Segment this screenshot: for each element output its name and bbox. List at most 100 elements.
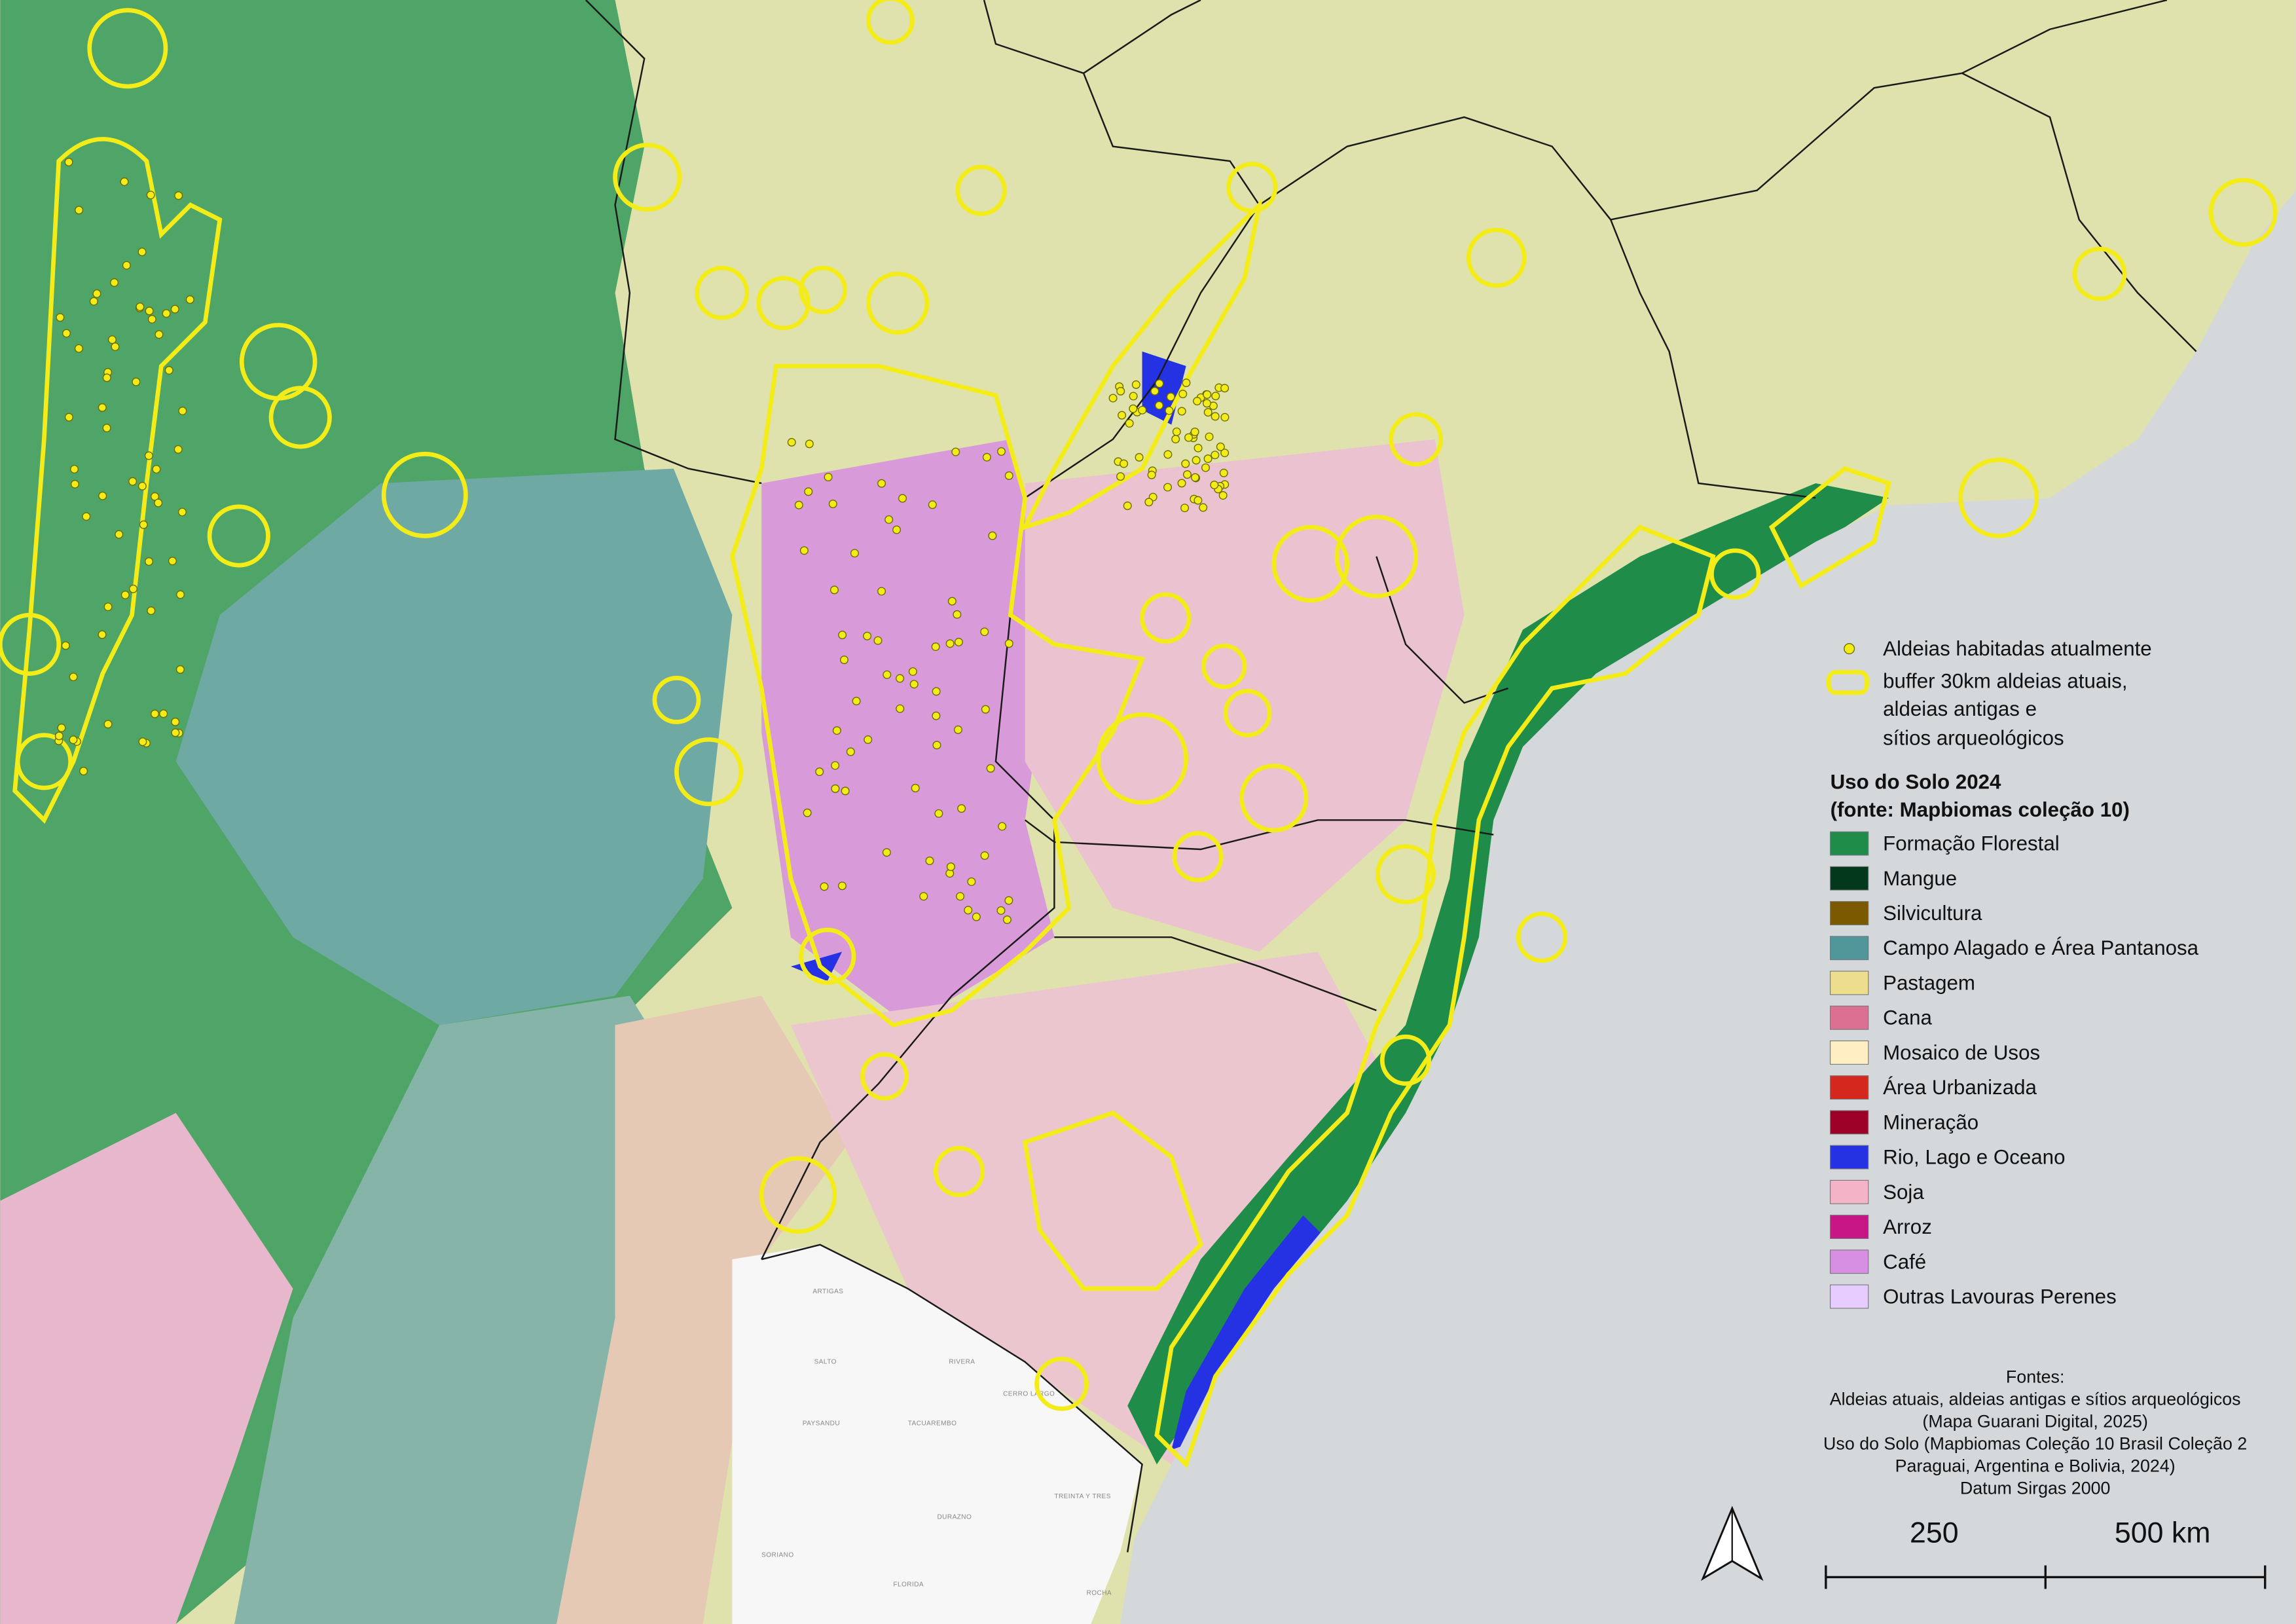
village-point	[951, 447, 960, 456]
village-point	[967, 877, 976, 886]
village-point	[1182, 470, 1192, 479]
village-point	[1150, 386, 1159, 396]
village-point	[1211, 451, 1220, 460]
village-point	[1004, 639, 1013, 648]
atlantic-forest	[1127, 483, 1889, 1465]
village-point	[64, 158, 73, 166]
village-point	[54, 731, 64, 741]
village-point	[882, 848, 891, 857]
village-point	[839, 655, 848, 665]
legend-points-label: Aldeias habitadas atualmente	[1883, 637, 2152, 660]
village-point	[128, 477, 137, 486]
basemap-labels: ARTIGAS SALTO RIVERA PAYSANDU TACUAREMBO CERR…	[761, 1288, 1112, 1597]
village-point	[1205, 432, 1214, 441]
basemap-label: ROCHA	[1087, 1590, 1112, 1597]
village-point	[70, 464, 79, 473]
village-point	[883, 670, 892, 679]
soy-west	[0, 1113, 293, 1624]
village-point	[1004, 471, 1013, 480]
village-point	[1147, 470, 1156, 479]
village-point	[932, 687, 941, 696]
village-point	[110, 278, 119, 287]
buffer-area	[1154, 525, 1716, 1469]
village-point	[1177, 479, 1186, 488]
village-point	[178, 406, 187, 415]
village-point	[1219, 468, 1228, 477]
north-arrow	[1700, 1505, 1764, 1581]
village-point	[981, 705, 990, 714]
village-point	[1172, 427, 1181, 436]
village-point	[805, 439, 814, 449]
legend-item-label: Arroz	[1883, 1215, 1932, 1238]
buffer-ring	[1201, 643, 1247, 690]
village-point	[174, 191, 183, 200]
buffer-ring	[1271, 525, 1349, 603]
village-point	[70, 479, 79, 489]
village-point	[841, 786, 850, 796]
mosaic-south	[556, 995, 850, 1624]
buffer-ring	[1034, 1356, 1089, 1411]
legend-swatch	[1830, 970, 1869, 995]
legend-swatch	[1830, 1040, 1869, 1065]
village-point	[919, 892, 928, 901]
village-point	[69, 735, 78, 745]
village-point	[1123, 501, 1132, 510]
buffer-ring	[695, 265, 750, 320]
village-point	[934, 809, 943, 818]
buffer-ring	[1376, 844, 1436, 904]
legend-swatch	[1830, 901, 1869, 925]
village-point	[1120, 459, 1129, 468]
buffer-ring	[207, 504, 270, 568]
legend: Aldeias habitadas atualmente buffer 30km…	[1827, 637, 2199, 1309]
village-point	[1135, 452, 1144, 462]
village-point	[98, 491, 107, 500]
village-point	[1171, 435, 1180, 444]
village-point	[1155, 379, 1164, 388]
soy-center	[1025, 439, 1465, 952]
village-point	[168, 557, 177, 566]
ocean	[1120, 190, 2296, 1624]
village-point	[1165, 406, 1174, 415]
village-point	[947, 597, 957, 606]
village-point	[155, 330, 164, 339]
buffer-ring	[1140, 592, 1192, 644]
source-line: (Mapa Guarani Digital, 2025)	[1922, 1411, 2147, 1431]
basemap-label: PAYSANDU	[803, 1420, 840, 1427]
village-point	[1201, 463, 1210, 472]
village-point	[911, 784, 920, 792]
village-point	[1194, 496, 1203, 505]
village-point	[139, 520, 148, 529]
buffer-area	[729, 363, 1146, 1028]
village-point	[932, 711, 941, 720]
village-point	[1211, 412, 1220, 421]
village-point	[1220, 384, 1230, 393]
buffer-ring	[1389, 412, 1444, 467]
village-point	[176, 590, 185, 599]
basemap-label: FLORIDA	[893, 1581, 924, 1588]
village-point	[892, 525, 902, 534]
village-point	[964, 906, 973, 915]
buffer-ring	[1709, 548, 1761, 600]
buffer-ring	[2208, 177, 2278, 247]
village-point	[1191, 473, 1199, 482]
crop-center	[761, 439, 1055, 1025]
village-point	[988, 531, 997, 540]
buffer-ring	[1334, 515, 1419, 599]
village-point	[154, 498, 163, 507]
buffer-ring	[759, 1156, 837, 1234]
village-point	[828, 500, 837, 508]
buffer-ring	[1239, 764, 1309, 833]
village-point	[137, 481, 147, 490]
buffer-area	[12, 137, 223, 824]
village-point	[74, 344, 83, 353]
source-line: Aldeias atuais, aldeias antigas e sítios…	[1830, 1389, 2241, 1409]
village-point	[1181, 459, 1190, 468]
village-point	[957, 804, 966, 813]
village-point	[151, 492, 160, 501]
buffer-ring	[87, 8, 168, 89]
legend-swatch	[1830, 1110, 1869, 1135]
legend-swatch	[1830, 1075, 1869, 1100]
village-point	[980, 627, 989, 637]
village-point	[1210, 481, 1219, 490]
legend-buffer-symbol	[1827, 670, 1869, 695]
